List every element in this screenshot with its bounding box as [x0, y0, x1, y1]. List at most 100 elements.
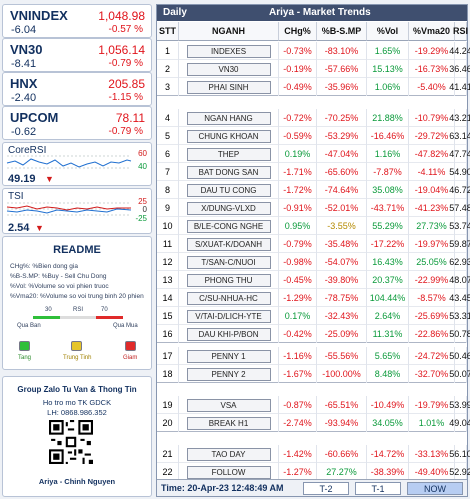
sector-cell: VSA [179, 396, 279, 414]
table-row[interactable]: 4 NGAN HANG -0.72% -70.25% 21.88% -10.79% 43.2… [157, 109, 470, 127]
column-header[interactable]: NGANH [179, 22, 279, 41]
column-header[interactable]: RSI [453, 22, 468, 41]
stt-cell: 1 [157, 42, 179, 60]
table-row[interactable]: 3 PHAI SINH -0.49% -35.96% 1.06% -5.40% 41.41 [157, 78, 470, 96]
table-row[interactable]: 8 DAU TU CONG -1.72% -74.64% 35.08% -19.04% 46… [157, 181, 470, 199]
sector-button[interactable]: X/DUNG-VLXD [186, 201, 271, 215]
sector-button[interactable]: FOLLOW [186, 465, 271, 479]
vol-cell: -16.46% [367, 127, 409, 145]
sector-button[interactable]: VN30 [186, 62, 271, 76]
table-row[interactable]: 14 C/SU-NHUA-HC -1.29% -78.75% 104.44% -8.57%… [157, 289, 470, 307]
readme-line: CHg%: %Bien dong gia [10, 263, 78, 270]
sector-button[interactable]: INDEXES [186, 44, 271, 58]
sector-button[interactable]: PENNY 2 [186, 367, 271, 381]
chg-cell: -0.91% [279, 199, 317, 217]
sector-button[interactable]: PHONG THU [186, 273, 271, 287]
table-row[interactable]: 12 T/SAN-C/NUOI -0.98% -54.07% 16.43% 25.05% 6… [157, 253, 470, 271]
index-card-vn30[interactable]: VN30 1,056.14 -8.41 -0.79 % [2, 38, 152, 72]
sector-button[interactable]: B/LE-CONG NGHE [186, 219, 271, 233]
sector-button[interactable]: V/TAI-D/LICH-YTE [186, 309, 271, 323]
rsi-cell: 46.72 [449, 181, 470, 199]
period-button-now[interactable]: NOW [407, 482, 463, 495]
bs-cell: -35.96% [317, 78, 367, 96]
sector-button[interactable]: DAU KHI-P/BON [186, 327, 271, 341]
vma-cell: -5.40% [409, 78, 455, 96]
chg-cell: -0.59% [279, 127, 317, 145]
table-row[interactable]: 17 PENNY 1 -1.16% -55.56% 5.65% -24.72% 50.46 [157, 347, 470, 365]
tsi-tick-high: 25 [138, 197, 147, 206]
table-row[interactable]: 1 INDEXES -0.73% -83.10% 1.65% -19.29% 44.24 [157, 42, 470, 60]
sector-button[interactable]: BAT DONG SAN [186, 165, 271, 179]
sector-button[interactable]: THEP [186, 147, 271, 161]
lamp-label: Tang [18, 355, 32, 361]
stt-cell: 19 [157, 396, 179, 414]
table-row[interactable]: 10 B/LE-CONG NGHE 0.95% -3.55% 55.29% 27.73% 5… [157, 217, 470, 235]
sector-button[interactable]: S/XUAT-K/DOANH [186, 237, 271, 251]
sector-button[interactable]: T/SAN-C/NUOI [186, 255, 271, 269]
rsi-cell: 53.31 [449, 307, 470, 325]
table-row[interactable]: 11 S/XUAT-K/DOANH -0.79% -35.48% -17.22% -19.… [157, 235, 470, 253]
rsi-cell: 36.46 [449, 60, 470, 78]
period-button-t1[interactable]: T-1 [355, 482, 401, 495]
period-button-t2[interactable]: T-2 [303, 482, 349, 495]
chg-cell: -1.27% [279, 463, 317, 481]
sector-cell: BAT DONG SAN [179, 163, 279, 181]
chg-cell: -1.29% [279, 289, 317, 307]
tsi-panel[interactable]: TSI 25 0 -25 2.54 ▼ [2, 188, 152, 234]
vma-cell: -19.97% [409, 235, 455, 253]
sector-button[interactable]: BREAK H1 [186, 416, 271, 430]
table-row[interactable]: 13 PHONG THU -0.45% -39.80% 20.37% -22.99% 48.… [157, 271, 470, 289]
core-rsi-panel[interactable]: CoreRSI 60 40 49.19 ▼ [2, 142, 152, 186]
column-header[interactable]: %B-S.MP [317, 22, 367, 41]
table-row[interactable]: 9 X/DUNG-VLXD -0.91% -52.01% -43.71% -41.23% 5… [157, 199, 470, 217]
column-header[interactable]: STT [157, 22, 179, 41]
rsi-scale-mid: RSI [73, 307, 84, 313]
left-panel: VNINDEX 1,048.98 -6.04 -0.57 % VN30 1,056.14-… [2, 4, 152, 497]
stt-cell: 10 [157, 217, 179, 235]
sector-button[interactable]: VSA [186, 398, 271, 412]
sector-cell: THEP [179, 145, 279, 163]
sector-button[interactable]: TAO DAY [186, 447, 271, 461]
table-row[interactable]: 7 BAT DONG SAN -1.71% -65.60% -7.87% -4.11% 54… [157, 163, 470, 181]
qr-code-icon[interactable] [49, 420, 93, 464]
sector-cell: PENNY 1 [179, 347, 279, 365]
index-card-upcom[interactable]: UPCOM 78.11 -0.62 -0.79 % [2, 106, 152, 140]
triangle-down-icon: ▼ [35, 223, 44, 233]
index-card-hnx[interactable]: HNX 205.85 -2.40 -1.15 % [2, 72, 152, 106]
table-footer: Time: 20-Apr-23 12:48:49 AM T-2 T-1 NOW [157, 479, 467, 496]
table-row[interactable]: 18 PENNY 2 -1.67% -100.00% 8.48% -32.70% 50.07 [157, 365, 470, 383]
stt-cell: 17 [157, 347, 179, 365]
table-row[interactable]: 19 VSA -0.87% -65.51% -10.49% -19.79% 53.99 [157, 396, 470, 414]
stt-cell: 4 [157, 109, 179, 127]
table-row[interactable]: 15 V/TAI-D/LICH-YTE 0.17% -32.43% 2.64% -25.6… [157, 307, 470, 325]
vol-cell: 11.31% [367, 325, 409, 343]
vol-cell: 21.88% [367, 109, 409, 127]
chg-cell: -1.67% [279, 365, 317, 383]
vma-cell: -10.79% [409, 109, 455, 127]
table-row[interactable]: 2 VN30 -0.19% -57.66% 15.13% -16.73% 36.46 [157, 60, 470, 78]
vol-cell: 16.43% [367, 253, 409, 271]
sector-button[interactable]: DAU TU CONG [186, 183, 271, 197]
vma-cell: -47.82% [409, 145, 455, 163]
vol-cell: -14.72% [367, 445, 409, 463]
index-card-vnindex[interactable]: VNINDEX 1,048.98 -6.04 -0.57 % [2, 4, 152, 38]
table-row[interactable]: 20 BREAK H1 -2.74% -93.94% 34.05% 1.01% 49.04 [157, 414, 470, 432]
tsi-tick-low: -25 [135, 214, 147, 223]
sector-cell: B/LE-CONG NGHE [179, 217, 279, 235]
sector-button[interactable]: NGAN HANG [186, 111, 271, 125]
column-header[interactable]: %Vol [367, 22, 409, 41]
table-row[interactable]: 16 DAU KHI-P/BON -0.42% -25.09% 11.31% -22.86… [157, 325, 470, 343]
table-row[interactable]: 21 TAO DAY -1.42% -60.66% -14.72% -33.13% 56.1… [157, 445, 470, 463]
table-row[interactable]: 6 THEP 0.19% -47.04% 1.16% -47.82% 47.74 [157, 145, 470, 163]
column-header[interactable]: CHg% [279, 22, 317, 41]
bs-cell: -93.94% [317, 414, 367, 432]
table-row[interactable]: 5 CHUNG KHOAN -0.59% -53.29% -16.46% -29.72% 6… [157, 127, 470, 145]
sector-button[interactable]: PENNY 1 [186, 349, 271, 363]
sector-button[interactable]: CHUNG KHOAN [186, 129, 271, 143]
group-line2: LH: 0868.986.352 [47, 408, 107, 417]
sector-cell: INDEXES [179, 42, 279, 60]
rsi-cell: 43.45 [449, 289, 470, 307]
column-header[interactable]: %Vma20 [409, 22, 455, 41]
sector-button[interactable]: C/SU-NHUA-HC [186, 291, 271, 305]
sector-button[interactable]: PHAI SINH [186, 80, 271, 94]
